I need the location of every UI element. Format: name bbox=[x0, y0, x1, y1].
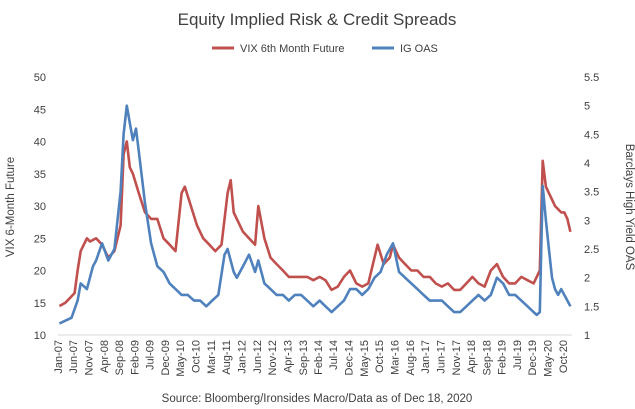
y-left-tick-label: 50 bbox=[34, 72, 46, 84]
y-left-tick-label: 25 bbox=[34, 233, 46, 245]
y-right-tick-label: 1.5 bbox=[584, 301, 599, 313]
x-tick-label: Nov-12 bbox=[267, 340, 279, 375]
x-tick-label: Jun-12 bbox=[252, 340, 264, 374]
y-axis-left-ticks: 10 15 20 25 30 35 40 45 50 bbox=[34, 72, 46, 342]
x-tick-label: Jun-17 bbox=[435, 340, 447, 374]
y-right-tick-label: 3 bbox=[584, 215, 590, 227]
series-line-ig-oas bbox=[58, 104, 572, 325]
x-tick-label: Mar-11 bbox=[206, 340, 218, 374]
x-tick-label: Dec-19 bbox=[527, 340, 539, 375]
y-right-tick-label: 1 bbox=[584, 330, 590, 342]
y-right-tick-label: 4 bbox=[584, 158, 590, 170]
y-right-tick-label: 2.5 bbox=[584, 244, 599, 256]
y-left-tick-label: 35 bbox=[34, 169, 46, 181]
y-left-tick-label: 15 bbox=[34, 298, 46, 310]
x-tick-label: Jul-19 bbox=[512, 340, 524, 370]
x-tick-label: Feb-09 bbox=[130, 340, 142, 375]
x-axis-ticks: Jan-07 Jun-07 Nov-07 Apr-08 Sep-08 Feb-09 Jul-… bbox=[53, 334, 572, 377]
x-tick-label: Sep-18 bbox=[481, 340, 493, 375]
x-tick-label: May-20 bbox=[543, 340, 555, 377]
x-tick-label: Jun-07 bbox=[68, 340, 80, 374]
x-tick-label: Feb-14 bbox=[313, 340, 325, 375]
x-tick-label: Jul-09 bbox=[145, 340, 157, 370]
x-tick-label: Feb-19 bbox=[497, 340, 509, 375]
x-tick-label: Dec-09 bbox=[160, 340, 172, 375]
y-right-tick-label: 2 bbox=[584, 273, 590, 285]
x-tick-label: Mar-16 bbox=[390, 340, 402, 375]
x-tick-label: Sep-13 bbox=[298, 340, 310, 375]
x-tick-label: Apr-08 bbox=[99, 340, 111, 373]
y-right-tick-label: 5 bbox=[584, 101, 590, 113]
y-right-tick-label: 5.5 bbox=[584, 72, 599, 84]
x-tick-label: Dec-14 bbox=[344, 340, 356, 375]
x-tick-label: May-15 bbox=[359, 340, 371, 377]
x-tick-label: Aug-16 bbox=[405, 340, 417, 375]
y-left-tick-label: 40 bbox=[34, 137, 46, 149]
x-tick-label: Oct-10 bbox=[191, 340, 203, 373]
y-left-tick-label: 45 bbox=[34, 104, 46, 116]
y-axis-right-ticks: 1 1.5 2 2.5 3 3.5 4 4.5 5 5.5 bbox=[584, 72, 599, 342]
legend-label-vix: VIX 6th Month Future bbox=[240, 43, 345, 55]
x-tick-label: Oct-15 bbox=[374, 340, 386, 373]
x-tick-label: Aug-11 bbox=[221, 340, 233, 375]
series-layer bbox=[58, 104, 572, 325]
y-left-tick-label: 20 bbox=[34, 266, 46, 278]
legend-label-ig-oas: IG OAS bbox=[400, 43, 438, 55]
y-left-tick-label: 10 bbox=[34, 330, 46, 342]
x-tick-label: Jul-14 bbox=[328, 340, 340, 370]
y-left-tick-label: 30 bbox=[34, 201, 46, 213]
x-tick-label: Sep-08 bbox=[114, 340, 126, 375]
x-tick-label: Apr-18 bbox=[466, 340, 478, 373]
chart-title: Equity Implied Risk & Credit Spreads bbox=[178, 10, 457, 29]
y-right-tick-label: 3.5 bbox=[584, 187, 599, 199]
series-line-vix bbox=[58, 140, 572, 308]
legend: VIX 6th Month Future IG OAS bbox=[212, 43, 438, 55]
x-tick-label: Jan-17 bbox=[420, 340, 432, 374]
x-tick-label: Jan-12 bbox=[237, 340, 249, 374]
source-note: Source: Bloomberg/Ironsides Macro/Data a… bbox=[162, 393, 473, 405]
x-tick-label: Nov-07 bbox=[84, 340, 96, 375]
x-tick-label: Apr-13 bbox=[282, 340, 294, 373]
x-tick-label: May-10 bbox=[175, 340, 187, 377]
y-axis-right-title: Barclays High Yield OAS bbox=[623, 144, 635, 271]
x-tick-label: Nov-17 bbox=[451, 340, 463, 375]
x-tick-label: Jan-07 bbox=[53, 340, 65, 374]
y-right-tick-label: 4.5 bbox=[584, 129, 599, 141]
y-axis-left-title: VIX 6-Month Future bbox=[5, 157, 17, 257]
x-tick-label: Oct-20 bbox=[558, 340, 570, 373]
